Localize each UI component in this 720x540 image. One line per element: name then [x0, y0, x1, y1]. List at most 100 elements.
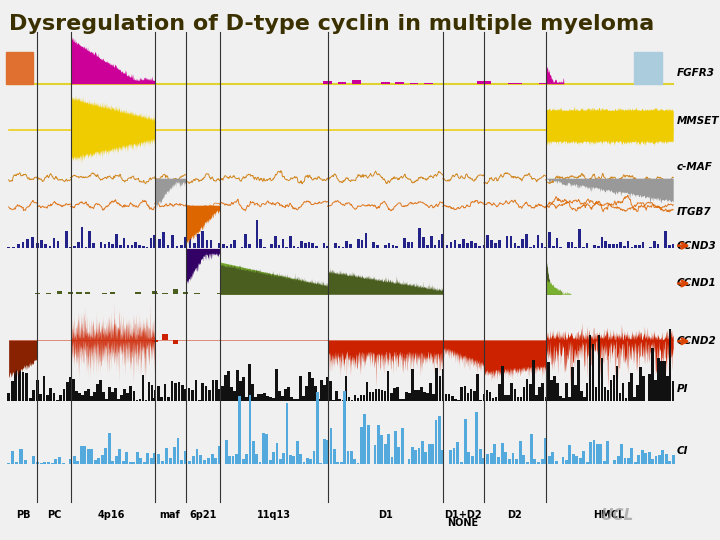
- Bar: [471, 456, 474, 464]
- Bar: [45, 244, 47, 248]
- Bar: [536, 235, 539, 248]
- Bar: [530, 434, 533, 464]
- Bar: [363, 395, 365, 401]
- Bar: [423, 238, 425, 248]
- Bar: [438, 416, 441, 464]
- Bar: [171, 381, 174, 401]
- Bar: [183, 292, 189, 294]
- Bar: [161, 461, 164, 464]
- Bar: [628, 382, 630, 401]
- Bar: [627, 241, 629, 248]
- Bar: [338, 82, 346, 84]
- Bar: [99, 380, 102, 401]
- Bar: [547, 362, 550, 401]
- Bar: [269, 397, 272, 401]
- Bar: [411, 447, 414, 464]
- Bar: [583, 397, 585, 401]
- Bar: [501, 366, 504, 401]
- Bar: [7, 247, 10, 248]
- Bar: [624, 398, 627, 401]
- Bar: [171, 235, 174, 248]
- Bar: [114, 456, 117, 464]
- Bar: [218, 446, 221, 464]
- Bar: [96, 384, 99, 401]
- Bar: [132, 462, 135, 464]
- Bar: [571, 367, 574, 401]
- Bar: [68, 292, 73, 294]
- Bar: [11, 381, 14, 401]
- Bar: [511, 454, 515, 464]
- Bar: [233, 391, 236, 401]
- Bar: [94, 460, 96, 464]
- Bar: [293, 246, 295, 248]
- Bar: [431, 444, 434, 464]
- Bar: [534, 459, 536, 464]
- Bar: [634, 245, 637, 248]
- Text: NONE: NONE: [447, 518, 479, 529]
- Bar: [349, 244, 352, 248]
- Bar: [470, 389, 472, 401]
- Bar: [84, 391, 87, 401]
- Bar: [184, 451, 187, 464]
- Text: D1: D1: [378, 510, 392, 521]
- Bar: [307, 241, 310, 248]
- Bar: [473, 390, 476, 401]
- Bar: [215, 458, 217, 464]
- Bar: [539, 83, 553, 84]
- Bar: [29, 397, 32, 401]
- Bar: [59, 395, 62, 401]
- Bar: [357, 239, 359, 248]
- Bar: [467, 393, 469, 401]
- Bar: [76, 461, 79, 464]
- Bar: [32, 390, 35, 401]
- Bar: [498, 384, 500, 401]
- Bar: [548, 456, 551, 464]
- Bar: [448, 394, 450, 401]
- Bar: [130, 386, 132, 401]
- Bar: [552, 452, 554, 464]
- Bar: [275, 369, 278, 401]
- Bar: [329, 381, 332, 401]
- Bar: [230, 387, 233, 401]
- Bar: [657, 359, 660, 401]
- Bar: [153, 390, 156, 401]
- Bar: [634, 52, 662, 84]
- Bar: [48, 246, 51, 248]
- Bar: [596, 444, 599, 464]
- Bar: [631, 247, 634, 248]
- Bar: [235, 454, 238, 464]
- Bar: [192, 390, 194, 401]
- Bar: [600, 237, 603, 248]
- Bar: [206, 240, 208, 248]
- Bar: [460, 462, 463, 464]
- Bar: [589, 442, 592, 464]
- Bar: [642, 376, 645, 401]
- Bar: [397, 448, 400, 464]
- Bar: [562, 397, 564, 401]
- Bar: [85, 292, 90, 294]
- Bar: [152, 340, 158, 342]
- Bar: [580, 392, 582, 401]
- Bar: [637, 455, 640, 464]
- Bar: [504, 451, 507, 464]
- Bar: [457, 400, 460, 401]
- Bar: [242, 459, 245, 464]
- Bar: [649, 247, 652, 248]
- Bar: [654, 456, 657, 464]
- Bar: [544, 438, 547, 464]
- Bar: [411, 369, 414, 401]
- Bar: [194, 293, 200, 294]
- Bar: [597, 246, 600, 248]
- Bar: [152, 293, 158, 294]
- Bar: [408, 393, 410, 401]
- Bar: [173, 288, 178, 294]
- Bar: [62, 463, 65, 464]
- Bar: [478, 246, 481, 248]
- Bar: [35, 293, 40, 294]
- Bar: [466, 243, 469, 248]
- Bar: [365, 233, 367, 248]
- Bar: [537, 462, 540, 464]
- Bar: [102, 392, 105, 401]
- Bar: [390, 393, 392, 401]
- Bar: [57, 241, 60, 248]
